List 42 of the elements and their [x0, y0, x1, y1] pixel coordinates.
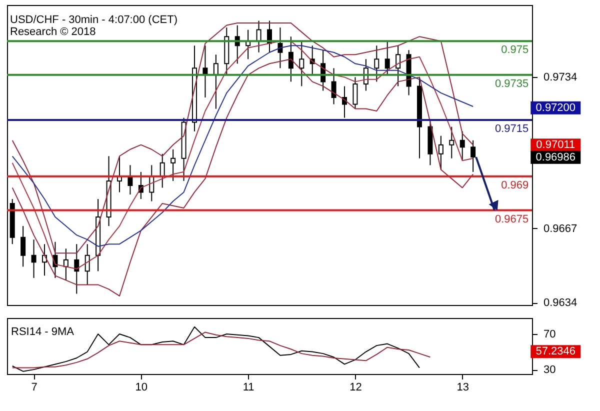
ref-line-label: 0.9715: [494, 123, 529, 136]
text: 0.97200: [536, 102, 576, 114]
text: 0.96986: [536, 151, 576, 164]
candlestick: [374, 45, 380, 82]
candlestick: [170, 148, 176, 182]
candlestick: [331, 68, 336, 105]
x-tick-label: 13: [456, 382, 469, 394]
candlestick: [31, 239, 36, 278]
candlestick: [438, 135, 444, 170]
candlestick: [352, 76, 358, 110]
y-tick-label: 0.9667: [544, 222, 578, 235]
text: Research © 2018: [10, 26, 96, 38]
y-tick-label: 70: [544, 328, 556, 340]
text: USD/CHF - 30min - 4:07:00 (CET): [10, 14, 178, 26]
candlestick: [278, 27, 283, 69]
x-tick-label: 11: [242, 382, 254, 394]
candlestick: [84, 244, 90, 286]
ref-line-label: 0.9735: [494, 78, 529, 90]
ref-line-label: 0.969: [501, 179, 529, 192]
candlestick: [213, 54, 218, 110]
ref-line-label: 0.975: [501, 44, 529, 56]
candlestick: [20, 226, 26, 268]
candlestick: [160, 153, 165, 188]
ref-line-label: 0.9675: [494, 213, 529, 226]
candlestick: [449, 126, 454, 159]
text: 57.2346: [536, 346, 576, 358]
candlestick: [470, 140, 476, 172]
x-tick-label: 10: [135, 382, 148, 394]
y-tick-label: 0.9634: [544, 297, 578, 310]
candlestick: [74, 244, 80, 294]
y-tick-label: 30: [544, 364, 556, 376]
x-tick-label: 7: [31, 382, 38, 394]
candlestick: [384, 40, 390, 76]
line-series: [12, 326, 420, 372]
y-tick-label: 0.9734: [544, 72, 578, 84]
candlestick: [396, 45, 401, 87]
text: 0.97011: [536, 139, 576, 152]
candlestick: [299, 40, 304, 87]
x-tick-label: 12: [350, 382, 362, 394]
candlestick: [288, 36, 294, 82]
text: RSI14 - 9MA: [11, 326, 75, 338]
candlestick: [460, 130, 465, 162]
